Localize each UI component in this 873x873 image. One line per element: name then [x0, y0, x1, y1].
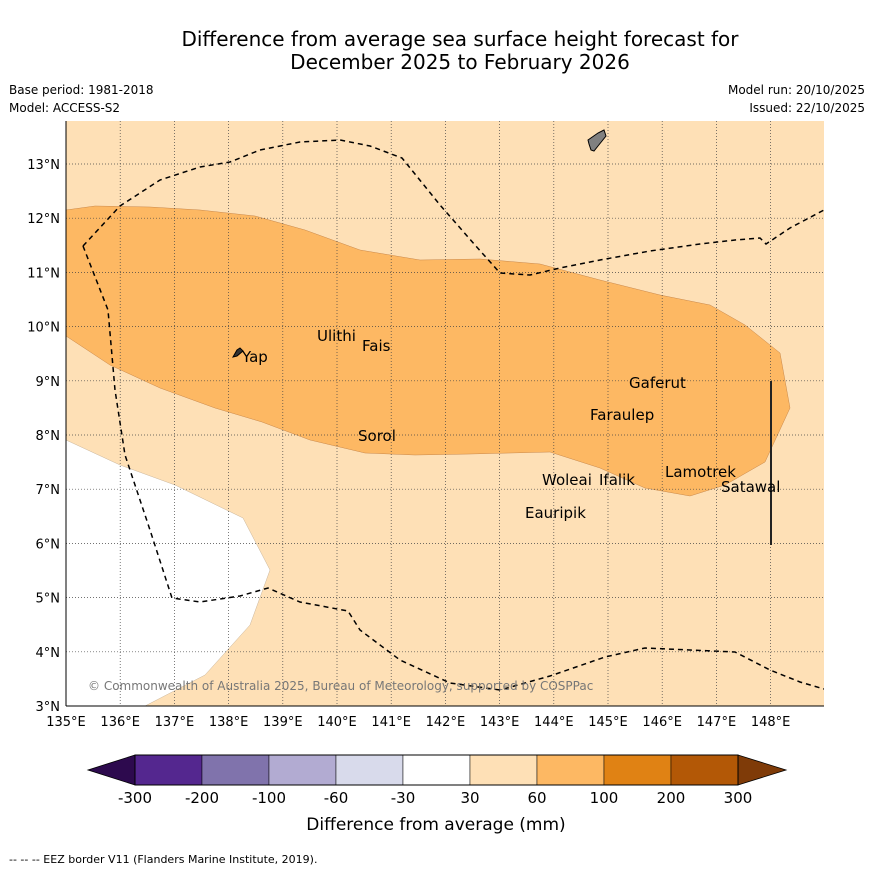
legend-tick-label: 300 — [724, 789, 753, 807]
eez-border-west — [82, 245, 824, 691]
legend-swatch — [402, 754, 471, 786]
legend-title: Difference from average (mm) — [306, 815, 565, 835]
lon-tick-label: 148°E — [751, 715, 791, 730]
meta-left: Base period: 1981-2018 Model: ACCESS-S2 — [9, 81, 154, 117]
issued-date: Issued: 22/10/2025 — [749, 101, 865, 115]
anomaly-band-below-30 — [66, 439, 271, 706]
guam-island — [587, 129, 607, 152]
place-label-ifalik: Ifalik — [599, 471, 635, 489]
legend-swatch — [268, 754, 337, 786]
place-label-eauripik: Eauripik — [525, 504, 586, 522]
place-label-fais: Fais — [362, 337, 391, 355]
legend-swatch — [469, 754, 538, 786]
grid-lines — [66, 121, 824, 706]
legend-labels: -300 -200 -100 -60 -30 30 60 100 200 300 — [118, 789, 752, 807]
eez-footnote: -- -- -- EEZ border V11 (Flanders Marine… — [9, 853, 318, 866]
lat-tick-label: 4°N — [36, 646, 61, 661]
lon-tick-label: 145°E — [588, 715, 628, 730]
lon-tick-label: 139°E — [263, 715, 303, 730]
lon-tick-label: 135°E — [46, 715, 86, 730]
legend-tick-label: 30 — [460, 789, 479, 807]
lon-tick-label: 140°E — [317, 715, 357, 730]
place-label-lamotrek: Lamotrek — [665, 463, 736, 481]
lon-tick-label: 136°E — [100, 715, 140, 730]
legend-swatch — [134, 754, 203, 786]
title-line-1: Difference from average sea surface heig… — [181, 27, 739, 51]
eez-border-north — [82, 139, 824, 276]
place-label-faraulep: Faraulep — [590, 406, 654, 424]
map-title: Difference from average sea surface heig… — [60, 28, 860, 74]
legend-tick-label: 60 — [527, 789, 546, 807]
place-label-gaferut: Gaferut — [629, 374, 686, 392]
place-label-sorol: Sorol — [358, 427, 396, 445]
lon-tick-label: 146°E — [642, 715, 682, 730]
legend-tick-label: 100 — [590, 789, 619, 807]
copyright-text: © Commonwealth of Australia 2025, Bureau… — [88, 679, 593, 693]
place-label-yap: Yap — [241, 348, 268, 366]
legend-tick-label: -30 — [391, 789, 416, 807]
base-period: Base period: 1981-2018 — [9, 83, 154, 97]
legend-swatch — [603, 754, 672, 786]
lat-tick-label: 5°N — [36, 592, 61, 607]
lat-tick-label: 11°N — [27, 266, 60, 281]
latitude-tick-labels: 3°N 4°N 5°N 6°N 7°N 8°N 9°N 10°N 11°N 12°N 13°N — [27, 158, 60, 715]
legend-tick-label: -300 — [118, 789, 152, 807]
legend-tick-label: -200 — [185, 789, 219, 807]
legend-frame — [134, 754, 739, 786]
model-name: Model: ACCESS-S2 — [9, 101, 121, 115]
lat-tick-label: 6°N — [36, 537, 61, 552]
place-label-satawal: Satawal — [721, 478, 780, 496]
legend-tick-label: -60 — [324, 789, 349, 807]
lon-tick-label: 137°E — [155, 715, 195, 730]
legend-swatch — [670, 754, 739, 786]
lat-tick-label: 3°N — [36, 700, 61, 715]
lat-tick-label: 7°N — [36, 483, 61, 498]
legend-colorbar — [86, 754, 788, 786]
lat-tick-label: 9°N — [36, 375, 61, 390]
legend-extend-low — [86, 754, 136, 786]
model-run: Model run: 20/10/2025 — [727, 83, 865, 97]
lat-tick-label: 10°N — [27, 321, 60, 336]
legend-extend-high — [737, 754, 788, 786]
legend-tick-label: -100 — [252, 789, 286, 807]
legend-swatch — [536, 754, 605, 786]
place-label-ulithi: Ulithi — [317, 327, 356, 345]
meta-right: Model run: 20/10/2025 Issued: 22/10/2025 — [728, 81, 865, 117]
lon-tick-label: 138°E — [209, 715, 249, 730]
lon-tick-label: 142°E — [426, 715, 466, 730]
title-line-2: December 2025 to February 2026 — [290, 50, 630, 74]
lat-tick-label: 8°N — [36, 429, 61, 444]
place-label-woleai: Woleai — [542, 471, 592, 489]
yap-island — [231, 347, 244, 358]
legend-tick-label: 200 — [657, 789, 686, 807]
eez-borders — [82, 139, 824, 691]
lat-tick-label: 13°N — [27, 158, 60, 173]
lon-tick-label: 147°E — [697, 715, 737, 730]
lon-tick-label: 144°E — [534, 715, 574, 730]
lon-tick-label: 141°E — [371, 715, 411, 730]
map-area: Ulithi Fais Yap Gaferut Faraulep Sorol W… — [66, 121, 824, 706]
legend-swatch — [201, 754, 270, 786]
longitude-tick-labels: 135°E 136°E 137°E 138°E 139°E 140°E 141°E 142°E… — [46, 715, 790, 730]
legend-swatch — [335, 754, 404, 786]
lat-tick-label: 12°N — [27, 212, 60, 227]
lon-tick-label: 143°E — [480, 715, 520, 730]
